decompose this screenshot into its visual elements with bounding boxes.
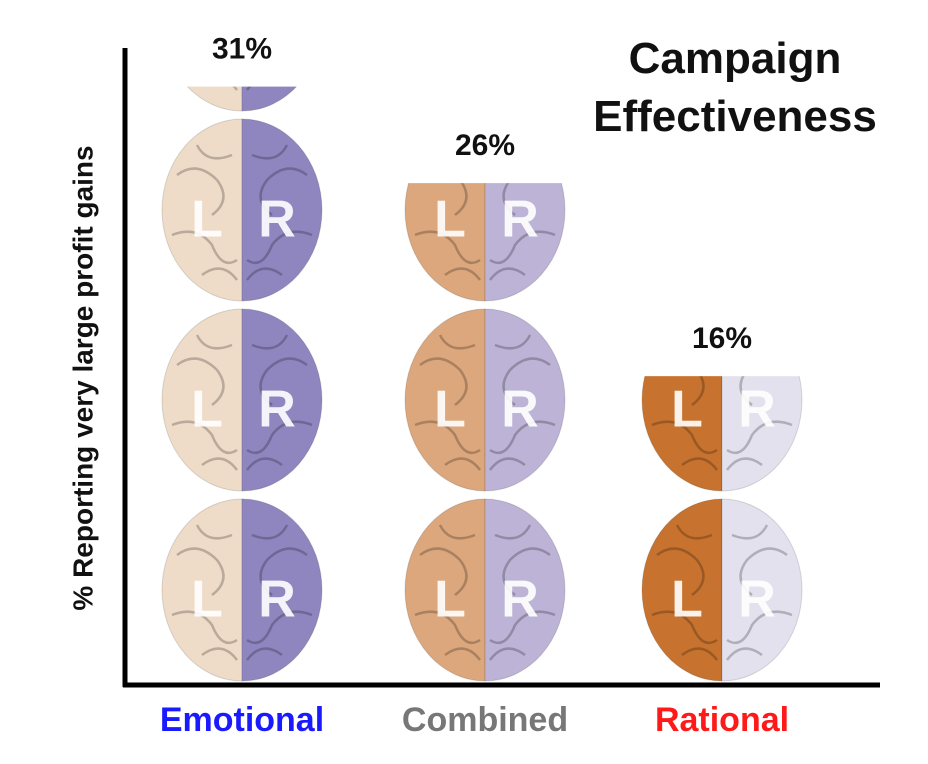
x-tick-label: Emotional bbox=[160, 701, 324, 739]
bar bbox=[637, 376, 807, 685]
value-label: 16% bbox=[692, 322, 752, 355]
y-axis-label: % Reporting very large profit gains bbox=[67, 145, 98, 610]
value-label: 26% bbox=[455, 129, 515, 162]
x-tick-label: Combined bbox=[402, 701, 568, 739]
value-label: 31% bbox=[212, 33, 272, 66]
chart-title: Campaign Effectiveness bbox=[593, 34, 877, 141]
bar bbox=[400, 183, 570, 685]
x-tick-label: Rational bbox=[655, 701, 789, 739]
bar bbox=[157, 86, 327, 685]
